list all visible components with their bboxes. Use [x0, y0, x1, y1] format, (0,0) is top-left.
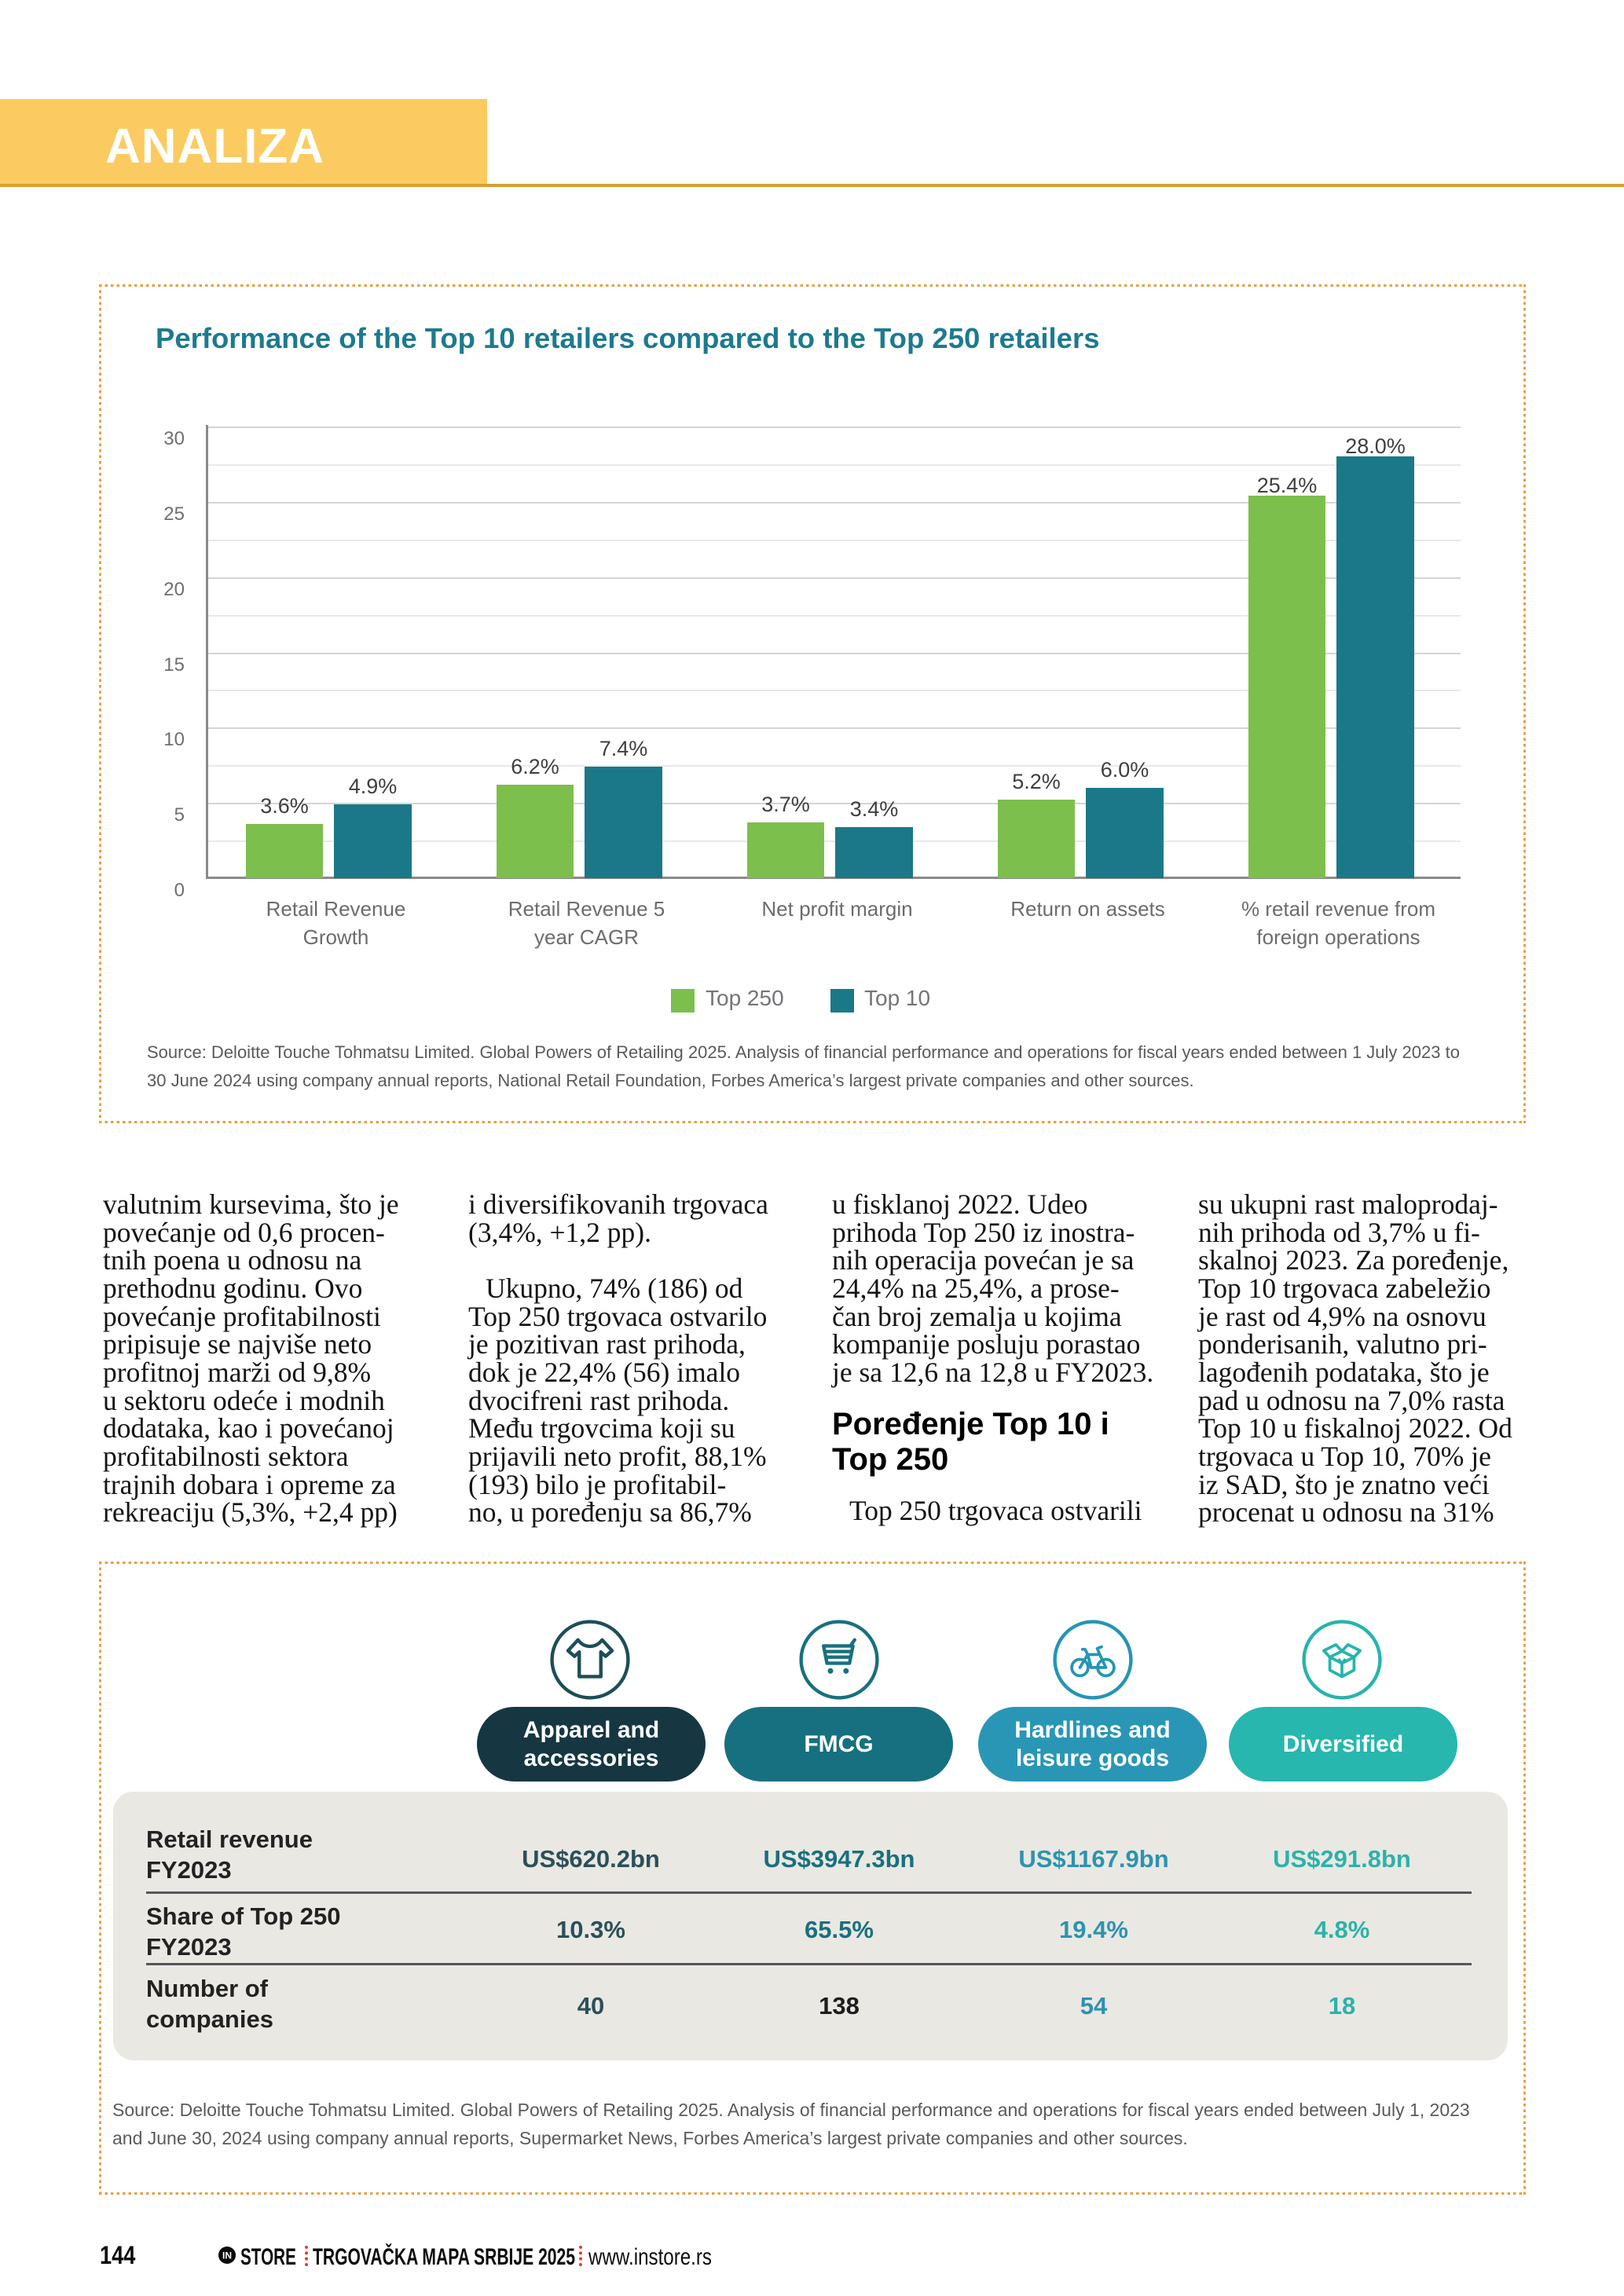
svg-text:IN: IN: [222, 2250, 232, 2261]
